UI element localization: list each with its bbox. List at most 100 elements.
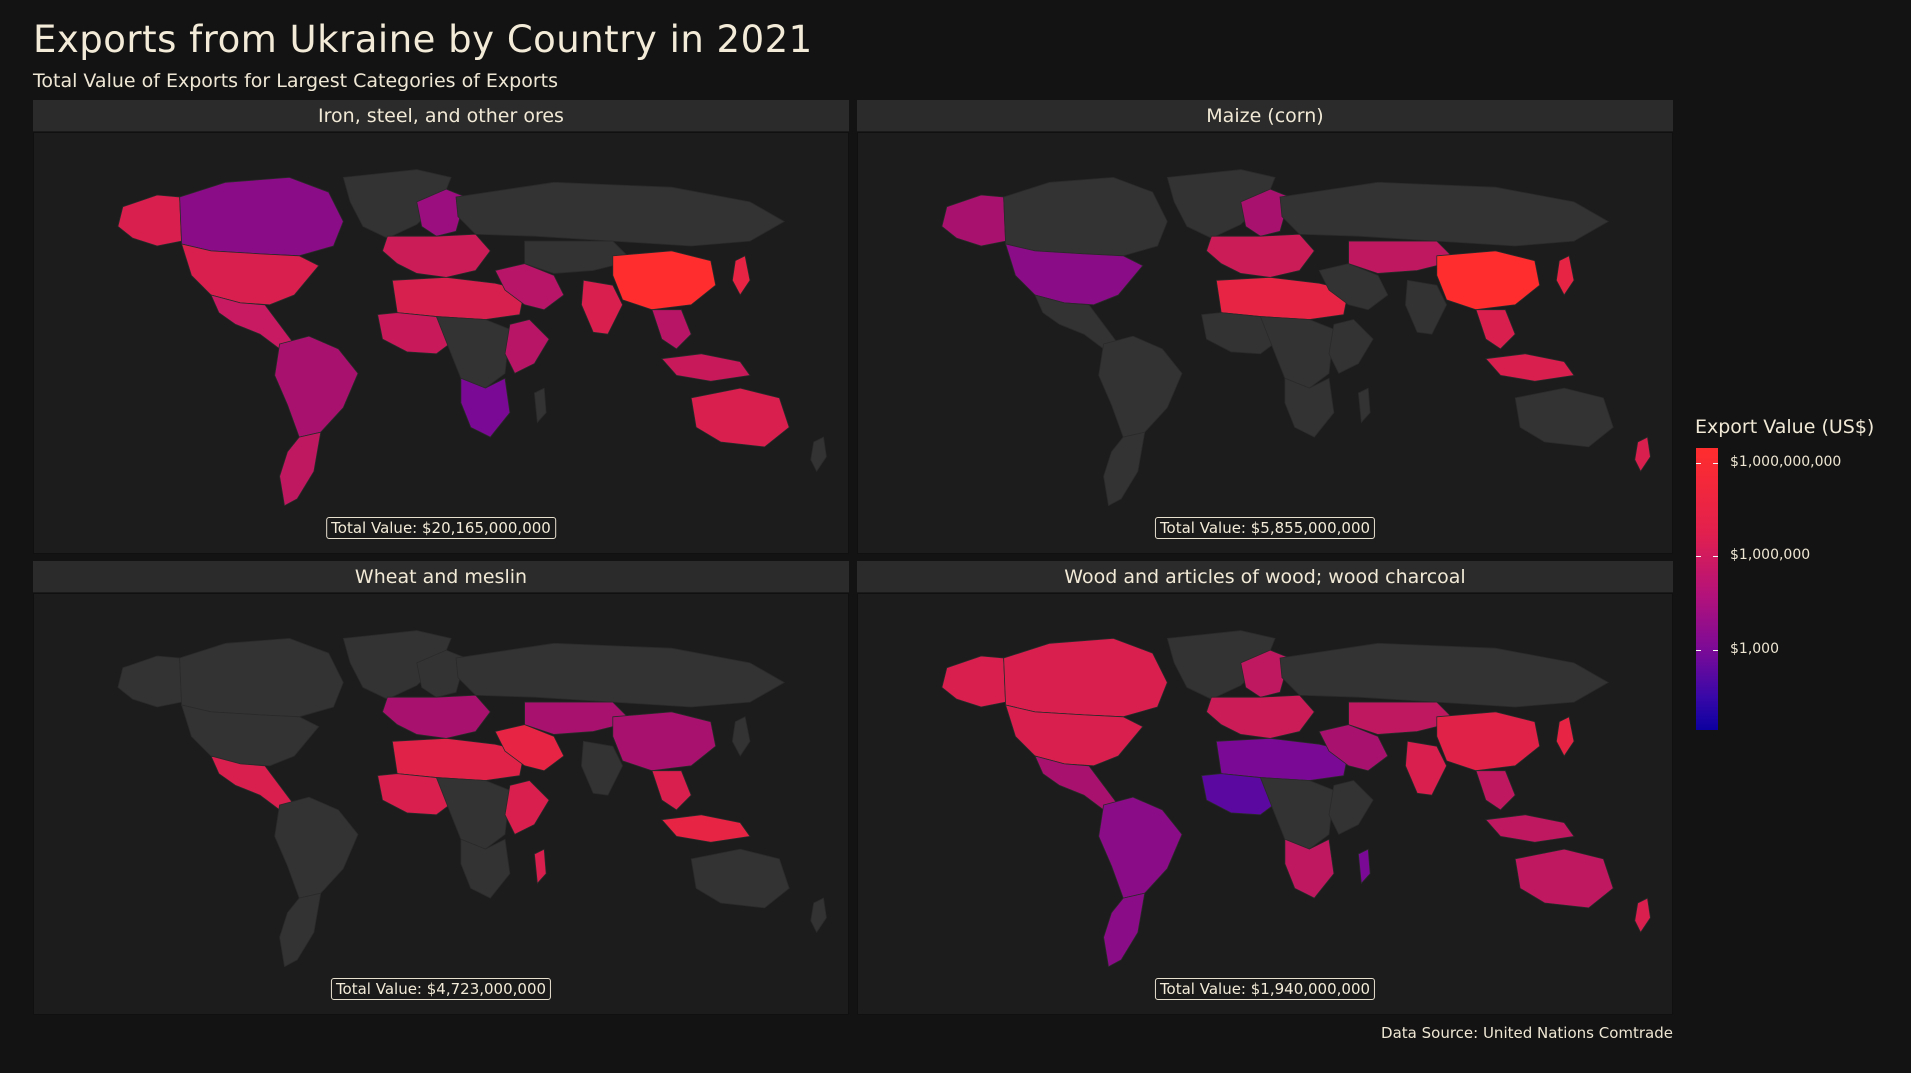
region-southern-cone: [1103, 431, 1146, 507]
region-japan: [1555, 255, 1575, 296]
region-russia: [1279, 642, 1610, 708]
region-canada: [179, 638, 344, 718]
legend-title: Export Value (US$): [1695, 416, 1875, 438]
region-madagascar: [533, 387, 547, 424]
region-australia: [690, 848, 790, 909]
region-china: [612, 711, 717, 772]
facet-panel-wheat: Wheat and meslin Total Value: $4,723,000…: [33, 561, 849, 1015]
region-indonesia: [661, 353, 751, 382]
region-alaska: [941, 655, 1007, 708]
region-southern-africa: [1284, 377, 1335, 438]
region-greenland: [1166, 169, 1276, 239]
chart-title: Exports from Ukraine by Country in 2021: [33, 18, 813, 61]
region-madagascar: [1357, 848, 1371, 885]
legend-tick: [1713, 463, 1718, 464]
region-greenland: [1166, 630, 1276, 700]
region-greenland: [342, 630, 452, 700]
legend-label: $1,000,000: [1730, 547, 1811, 563]
map-plot: Total Value: $1,940,000,000: [857, 593, 1673, 1015]
region-southern-cone: [279, 431, 322, 507]
region-europe: [1206, 694, 1315, 739]
total-value-label: Total Value: $5,855,000,000: [1154, 517, 1376, 539]
region-australia: [1514, 387, 1614, 448]
region-central-africa: [1259, 777, 1335, 850]
map-plot: Total Value: $20,165,000,000: [33, 132, 849, 554]
region-north-america: [1005, 243, 1144, 306]
data-source: Data Source: United Nations Comtrade: [1381, 1024, 1673, 1042]
region-southern-africa: [460, 377, 511, 438]
region-southeast-asia: [651, 309, 692, 350]
region-scandinavia: [1240, 649, 1291, 698]
region-scandinavia: [416, 188, 467, 237]
region-east-africa: [504, 319, 550, 374]
world-map: [117, 169, 827, 507]
map-plot: Total Value: $4,723,000,000: [33, 593, 849, 1015]
region-alaska: [117, 194, 183, 247]
region-southern-cone: [1103, 892, 1146, 968]
region-south-america: [1098, 796, 1183, 899]
legend-tick: [1696, 556, 1701, 557]
legend-label: $1,000,000,000: [1730, 454, 1842, 470]
facet-strip-label: Wheat and meslin: [33, 561, 849, 593]
region-japan: [731, 716, 751, 757]
world-map: [941, 169, 1651, 507]
region-south-america: [274, 335, 359, 438]
region-central-asia: [524, 240, 634, 274]
legend-tick: [1696, 463, 1701, 464]
region-central-asia: [1348, 701, 1458, 735]
world-map: [117, 630, 827, 968]
region-south-america: [1098, 335, 1183, 438]
region-europe: [1206, 233, 1315, 278]
region-east-africa: [1328, 319, 1374, 374]
region-india: [1405, 279, 1448, 335]
region-indonesia: [1485, 353, 1575, 382]
region-north-america: [181, 243, 320, 306]
facet-strip-label: Iron, steel, and other ores: [33, 100, 849, 132]
legend-tick: [1713, 556, 1718, 557]
facet-strip-label: Wood and articles of wood; wood charcoal: [857, 561, 1673, 593]
region-west-africa: [1201, 773, 1281, 816]
region-europe: [382, 233, 491, 278]
facet-panel-maize: Maize (corn) Total Value: $5,855,000,000: [857, 100, 1673, 554]
region-europe: [382, 694, 491, 739]
region-alaska: [941, 194, 1007, 247]
region-new-zealand: [810, 436, 827, 473]
region-southern-africa: [460, 838, 511, 899]
facet-strip-label: Maize (corn): [857, 100, 1673, 132]
region-russia: [455, 181, 786, 247]
region-russia: [455, 642, 786, 708]
region-india: [581, 740, 624, 796]
region-east-africa: [504, 780, 550, 835]
region-new-zealand: [810, 897, 827, 934]
total-value-label: Total Value: $1,940,000,000: [1154, 978, 1376, 1000]
region-new-zealand: [1634, 897, 1651, 934]
chart-subtitle: Total Value of Exports for Largest Categ…: [33, 70, 559, 92]
region-russia: [1279, 181, 1610, 247]
region-south-america: [274, 796, 359, 899]
region-north-america: [1005, 704, 1144, 767]
region-central-asia: [1348, 240, 1458, 274]
region-china: [612, 250, 717, 311]
region-west-africa: [1201, 312, 1281, 355]
region-scandinavia: [416, 649, 467, 698]
region-china: [1436, 711, 1541, 772]
region-east-africa: [1328, 780, 1374, 835]
region-west-africa: [377, 773, 457, 816]
legend-colorbar: [1696, 448, 1718, 730]
region-australia: [1514, 848, 1614, 909]
legend-tick: [1696, 650, 1701, 651]
legend-tick: [1713, 650, 1718, 651]
region-madagascar: [533, 848, 547, 885]
region-southern-africa: [1284, 838, 1335, 899]
facet-panel-wood: Wood and articles of wood; wood charcoal…: [857, 561, 1673, 1015]
region-canada: [1003, 638, 1168, 718]
region-canada: [1003, 177, 1168, 257]
facet-panel-iron: Iron, steel, and other ores Total Value:…: [33, 100, 849, 554]
total-value-label: Total Value: $20,165,000,000: [326, 517, 556, 539]
region-alaska: [117, 655, 183, 708]
region-central-africa: [435, 316, 511, 389]
region-southeast-asia: [1475, 309, 1516, 350]
region-southeast-asia: [651, 770, 692, 811]
region-india: [1405, 740, 1448, 796]
region-central-africa: [1259, 316, 1335, 389]
